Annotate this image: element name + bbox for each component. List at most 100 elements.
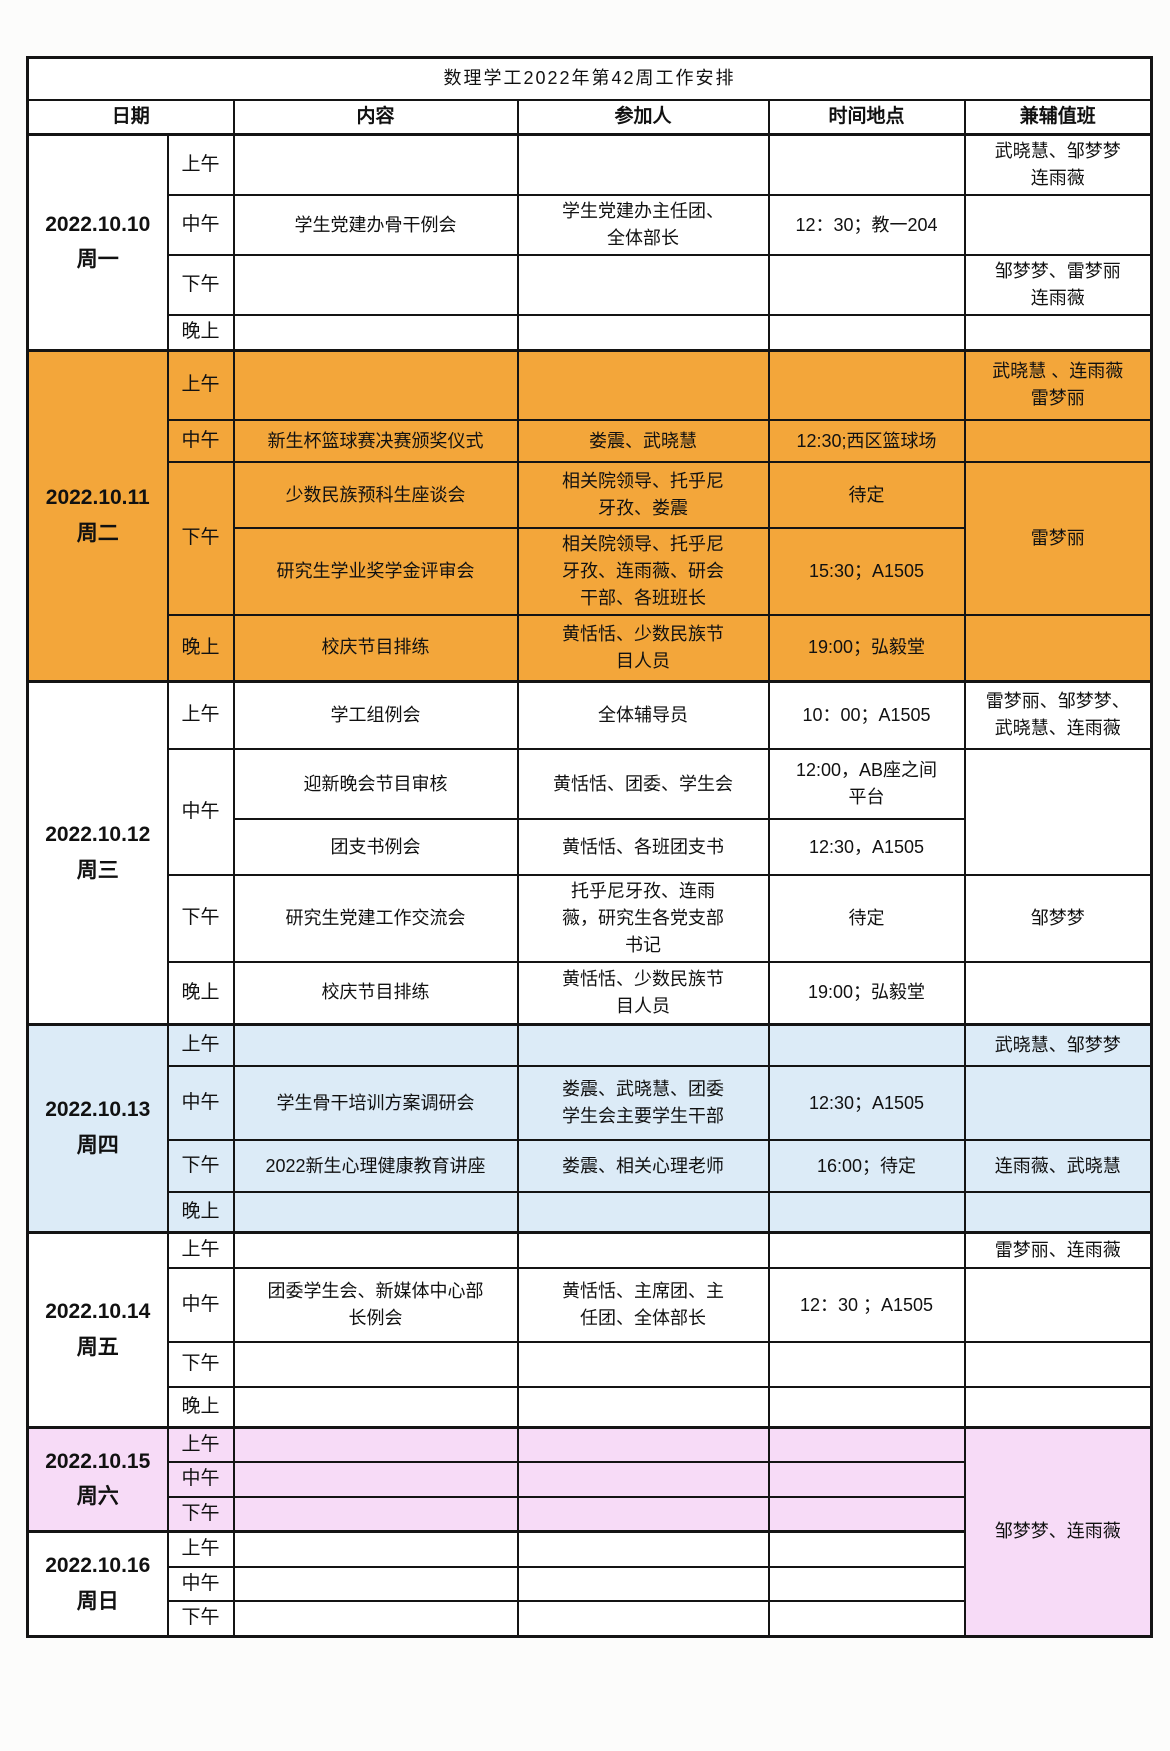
thursday-eve-row: 晚上 — [28, 1191, 1153, 1233]
wednesday-noon1-row: 中午 迎新晚会节目审核 黄恬恬、团委、学生会 12:00，AB座之间 平台 — [28, 748, 1153, 876]
cell-sun-am-time — [767, 1530, 966, 1568]
wednesday-am-row: 2022.10.12 周三 上午 学工组例会 全体辅导员 10：00；A1505… — [26, 679, 1153, 1025]
cell-mon-noon-participants: 学生党建办主任团、 全体部长 — [516, 194, 770, 256]
cell-tue-noon-duty — [963, 419, 1153, 463]
cell-thu-noon-label: 中午 — [166, 1065, 235, 1141]
page-title: 数理学工2022年第42周工作安排 — [26, 56, 1153, 101]
cell-thu-noon-duty — [963, 1065, 1153, 1141]
cell-fri-noon-content: 团委学生会、新媒体中心部 长例会 — [232, 1267, 519, 1343]
cell-wed-eve-duty — [963, 961, 1153, 1025]
cell-wed-noon2-content: 团支书例会 — [232, 818, 519, 876]
cell-tue-pm2-content: 研究生学业奖学金评审会 — [232, 527, 519, 616]
cell-wed-noon1-time: 12:00，AB座之间 平台 — [767, 748, 966, 820]
cell-mon-eve-content — [232, 314, 519, 351]
cell-sat-date: 2022.10.15 周六 — [26, 1425, 169, 1533]
cell-mon-noon-content: 学生党建办骨干例会 — [232, 194, 519, 256]
cell-sun-noon-content — [232, 1565, 519, 1602]
weekly-schedule-table: 数理学工2022年第42周工作安排 日期 内容 参加人 时间地点 兼辅值班 20… — [26, 56, 1154, 1638]
saturday-noon-row: 中午 — [28, 1461, 1152, 1498]
cell-thu-eve-duty — [963, 1191, 1153, 1233]
cell-sat-noon-label: 中午 — [166, 1461, 235, 1498]
cell-sat-noon-participants — [516, 1461, 770, 1498]
cell-thu-pm-label: 下午 — [166, 1139, 235, 1193]
cell-thu-eve-label: 晚上 — [166, 1191, 235, 1233]
monday-pm-row: 下午 邹梦梦、雷梦丽 连雨薇 — [28, 254, 1153, 316]
cell-fri-am-duty: 雷梦丽、连雨薇 — [963, 1230, 1153, 1269]
wednesday-pm-row: 下午 研究生党建工作交流会 托乎尼牙孜、连雨 薇，研究生各党支部 书记 待定 邹… — [28, 874, 1153, 963]
cell-sun-noon-time — [767, 1565, 966, 1602]
monday-eve-row: 晚上 — [28, 314, 1153, 351]
cell-fri-pm-participants — [516, 1341, 770, 1388]
cell-thu-pm-duty: 连雨薇、武晓慧 — [963, 1139, 1153, 1193]
cell-thu-noon-participants: 娄震、武晓慧、团委 学生会主要学生干部 — [516, 1065, 770, 1141]
cell-wed-am-time: 10：00；A1505 — [767, 679, 966, 750]
cell-sat-am-label: 上午 — [166, 1425, 235, 1463]
cell-mon-noon-duty — [963, 194, 1153, 256]
cell-mon-eve-time — [767, 314, 966, 351]
cell-tue-pm-label: 下午 — [166, 461, 235, 616]
cell-sat-am-content — [232, 1425, 519, 1463]
cell-tue-pm2-time: 15:30；A1505 — [767, 527, 966, 616]
cell-fri-noon-participants: 黄恬恬、主席团、主 任团、全体部长 — [516, 1267, 770, 1343]
cell-tue-noon-participants: 娄震、武晓慧 — [516, 419, 770, 463]
cell-fri-noon-label: 中午 — [166, 1267, 235, 1343]
cell-tue-pm1-content: 少数民族预科生座谈会 — [232, 461, 519, 529]
cell-mon-eve-duty — [963, 314, 1153, 351]
cell-wed-eve-content: 校庆节目排练 — [232, 961, 519, 1025]
cell-thu-eve-time — [767, 1191, 966, 1233]
tuesday-pm2-row: 研究生学业奖学金评审会 相关院领导、托乎尼 牙孜、连雨薇、研会 干部、各班班长 … — [28, 527, 1152, 616]
cell-wed-pm-duty: 邹梦梦 — [963, 874, 1153, 963]
cell-mon-am-content — [232, 133, 519, 196]
tuesday-eve-row: 晚上 校庆节目排练 黄恬恬、少数民族节 目人员 19:00；弘毅堂 — [28, 614, 1153, 682]
cell-tue-eve-content: 校庆节目排练 — [232, 614, 519, 682]
cell-tue-am-content — [232, 348, 519, 421]
cell-wed-date: 2022.10.12 周三 — [26, 679, 169, 1025]
cell-tue-am-participants — [516, 348, 770, 421]
cell-thu-am-time — [767, 1022, 966, 1067]
cell-mon-am-participants — [516, 133, 770, 196]
sunday-am-row: 2022.10.16 周日 上午 — [26, 1530, 1152, 1637]
cell-thu-eve-content — [232, 1191, 519, 1233]
cell-tue-noon-content: 新生杯篮球赛决赛颁奖仪式 — [232, 419, 519, 463]
cell-sat-am-participants — [516, 1425, 770, 1463]
cell-wed-am-content: 学工组例会 — [232, 679, 519, 750]
cell-sun-noon-label: 中午 — [166, 1565, 235, 1602]
cell-wed-noon-duty — [963, 748, 1153, 876]
cell-tue-eve-time: 19:00；弘毅堂 — [767, 614, 966, 682]
saturday-am-row: 2022.10.15 周六 上午 邹梦梦、连雨薇 — [26, 1425, 1153, 1637]
cell-mon-am-time — [767, 133, 966, 196]
friday-pm-row: 下午 — [28, 1341, 1153, 1388]
cell-tue-am-label: 上午 — [166, 348, 235, 421]
cell-thu-noon-time: 12:30；A1505 — [767, 1065, 966, 1141]
col-header-date: 日期 — [26, 98, 235, 136]
cell-sun-pm-time — [767, 1600, 966, 1637]
cell-fri-date: 2022.10.14 周五 — [26, 1230, 169, 1428]
col-header-content: 内容 — [232, 98, 519, 136]
thursday-pm-row: 下午 2022新生心理健康教育讲座 娄震、相关心理老师 16:00；待定 连雨薇… — [28, 1139, 1153, 1193]
cell-fri-pm-content — [232, 1341, 519, 1388]
tuesday-noon-row: 中午 新生杯篮球赛决赛颁奖仪式 娄震、武晓慧 12:30;西区篮球场 — [28, 419, 1153, 463]
cell-tue-am-time — [767, 348, 966, 421]
monday-am-row: 2022.10.10 周一 上午 武晓慧、邹梦梦 连雨薇 — [26, 133, 1153, 351]
cell-sat-pm-participants — [516, 1495, 770, 1533]
friday-noon-row: 中午 团委学生会、新媒体中心部 长例会 黄恬恬、主席团、主 任团、全体部长 12… — [28, 1267, 1153, 1343]
cell-sun-noon-participants — [516, 1565, 770, 1602]
cell-wed-am-participants: 全体辅导员 — [516, 679, 770, 750]
col-header-participants: 参加人 — [516, 98, 770, 136]
cell-tue-eve-participants: 黄恬恬、少数民族节 目人员 — [516, 614, 770, 682]
cell-mon-eve-participants — [516, 314, 770, 351]
cell-mon-am-label: 上午 — [166, 133, 235, 196]
cell-thu-am-duty: 武晓慧、邹梦梦 — [963, 1022, 1153, 1067]
sunday-noon-row: 中午 — [28, 1565, 1152, 1602]
cell-sat-pm-label: 下午 — [166, 1495, 235, 1533]
cell-sun-am-content — [232, 1530, 519, 1568]
cell-wed-noon2-time: 12:30，A1505 — [767, 818, 966, 876]
cell-tue-pm2-participants: 相关院领导、托乎尼 牙孜、连雨薇、研会 干部、各班班长 — [516, 527, 770, 616]
col-header-duty: 兼辅值班 — [963, 98, 1153, 136]
cell-mon-pm-duty: 邹梦梦、雷梦丽 连雨薇 — [963, 254, 1153, 316]
cell-wed-noon-label: 中午 — [166, 748, 235, 876]
cell-fri-eve-label: 晚上 — [166, 1386, 235, 1428]
cell-tue-pm1-time: 待定 — [767, 461, 966, 529]
cell-sun-pm-label: 下午 — [166, 1600, 235, 1637]
